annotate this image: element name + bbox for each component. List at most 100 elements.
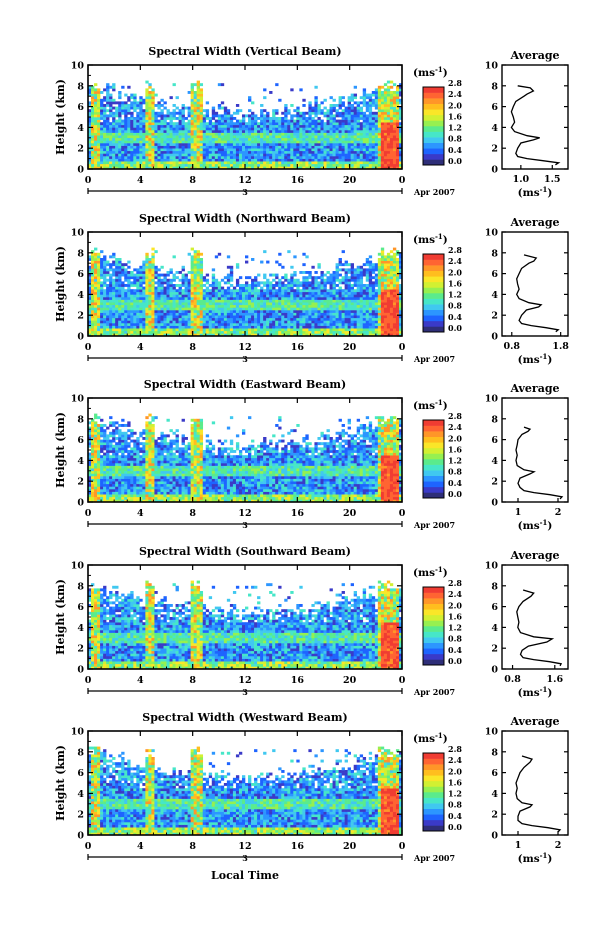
heatmap-cell (118, 307, 122, 311)
heatmap-cell (199, 96, 204, 100)
heatmap-cell (124, 101, 128, 105)
heatmap-cell (97, 130, 101, 133)
heatmap-cell (205, 124, 210, 128)
heatmap-cell (257, 284, 261, 287)
heatmap-cell (112, 271, 116, 274)
heatmap-cell (190, 289, 194, 293)
heatmap-cell (278, 124, 282, 128)
heatmap-cell (223, 315, 228, 319)
heatmap-cell (148, 320, 152, 324)
heatmap-cell (272, 158, 276, 162)
heatmap-cell (217, 284, 222, 287)
heatmap-cell (374, 91, 379, 94)
heatmap-cell (160, 104, 164, 107)
heatmap-cell (293, 166, 297, 170)
heatmap-cell (263, 294, 267, 298)
heatmap-cell (263, 88, 267, 92)
heatmap-cell (199, 98, 204, 102)
heatmap-cell (263, 114, 267, 118)
heatmap-cell (112, 124, 116, 128)
heatmap-cell (211, 328, 216, 332)
heatmap-cell (94, 302, 98, 306)
heatmap-cell (350, 143, 354, 146)
heatmap-cell (317, 156, 321, 159)
heatmap-cell (329, 328, 333, 332)
heatmap-cell (136, 317, 140, 321)
heatmap-cell (383, 122, 388, 126)
heatmap-cell (145, 104, 149, 107)
heatmap-cell (329, 137, 333, 141)
heatmap-cell (112, 150, 116, 154)
heatmap-cell (187, 294, 191, 298)
heatmap-cell (112, 132, 116, 136)
heatmap-cell (94, 124, 98, 128)
heatmap-cell (287, 284, 291, 287)
heatmap-cell (142, 148, 146, 152)
heatmap-cell (284, 278, 288, 282)
heatmap-cell (187, 312, 191, 316)
heatmap-cell (217, 119, 222, 123)
heatmap-cell (115, 140, 119, 144)
heatmap-cell (235, 161, 240, 165)
heatmap-cell (284, 137, 288, 141)
heatmap-cell (178, 323, 182, 326)
heatmap-cell (332, 273, 336, 277)
heatmap-cell (377, 163, 382, 167)
heatmap-cell (317, 111, 321, 115)
heatmap-cell (199, 150, 204, 154)
heatmap-cell (278, 320, 282, 324)
heatmap-cell (121, 161, 125, 165)
heatmap-cell (190, 153, 194, 157)
heatmap-cell (248, 150, 252, 154)
heatmap-cell (368, 140, 373, 144)
heatmap-cell (172, 310, 176, 313)
heatmap-cell (148, 328, 152, 332)
heatmap-cell (332, 320, 336, 324)
heatmap-cell (94, 310, 98, 313)
heatmap-cell (115, 278, 119, 282)
heatmap-cell (172, 127, 176, 131)
heatmap-cell (121, 101, 125, 105)
heatmap-cell (317, 328, 321, 332)
heatmap-cell (254, 304, 258, 308)
heatmap-cell (299, 135, 303, 139)
heatmap-cell (347, 294, 351, 298)
heatmap-cell (166, 145, 170, 149)
heatmap-cell (220, 148, 225, 152)
heatmap-cell (317, 137, 321, 141)
heatmap-cell (305, 317, 309, 321)
heatmap-cell (118, 265, 122, 269)
heatmap-cell (217, 127, 222, 131)
heatmap-cell (130, 114, 134, 118)
heatmap-cell (302, 137, 306, 141)
heatmap-cell (323, 140, 327, 144)
heatmap-cell (142, 132, 146, 136)
heatmap-cell (257, 299, 261, 303)
heatmap-cell (97, 265, 101, 269)
heatmap-cell (248, 137, 252, 141)
heatmap-cell (157, 273, 161, 277)
heatmap-cell (103, 328, 107, 332)
heatmap-cell (94, 276, 98, 280)
heatmap-cell (178, 294, 182, 298)
heatmap-cell (257, 297, 261, 300)
heatmap-cell (238, 315, 243, 319)
heatmap-cell (127, 302, 131, 306)
heatmap-cell (389, 161, 394, 165)
heatmap-cell (205, 317, 210, 321)
heatmap-cell (368, 104, 373, 107)
heatmap-cell (160, 161, 164, 165)
heatmap-cell (305, 119, 309, 123)
heatmap-cell (248, 304, 252, 308)
heatmap-cell (112, 323, 116, 326)
heatmap-cell (106, 320, 110, 324)
heatmap-cell (329, 310, 333, 313)
heatmap-cell (214, 304, 219, 308)
heatmap-cell (88, 312, 92, 316)
heatmap-cell (350, 268, 354, 272)
heatmap-cell (260, 317, 264, 321)
heatmap-cell (223, 114, 228, 118)
heatmap-cell (377, 109, 382, 113)
heatmap-cell (196, 250, 201, 254)
heatmap-cell (142, 119, 146, 123)
